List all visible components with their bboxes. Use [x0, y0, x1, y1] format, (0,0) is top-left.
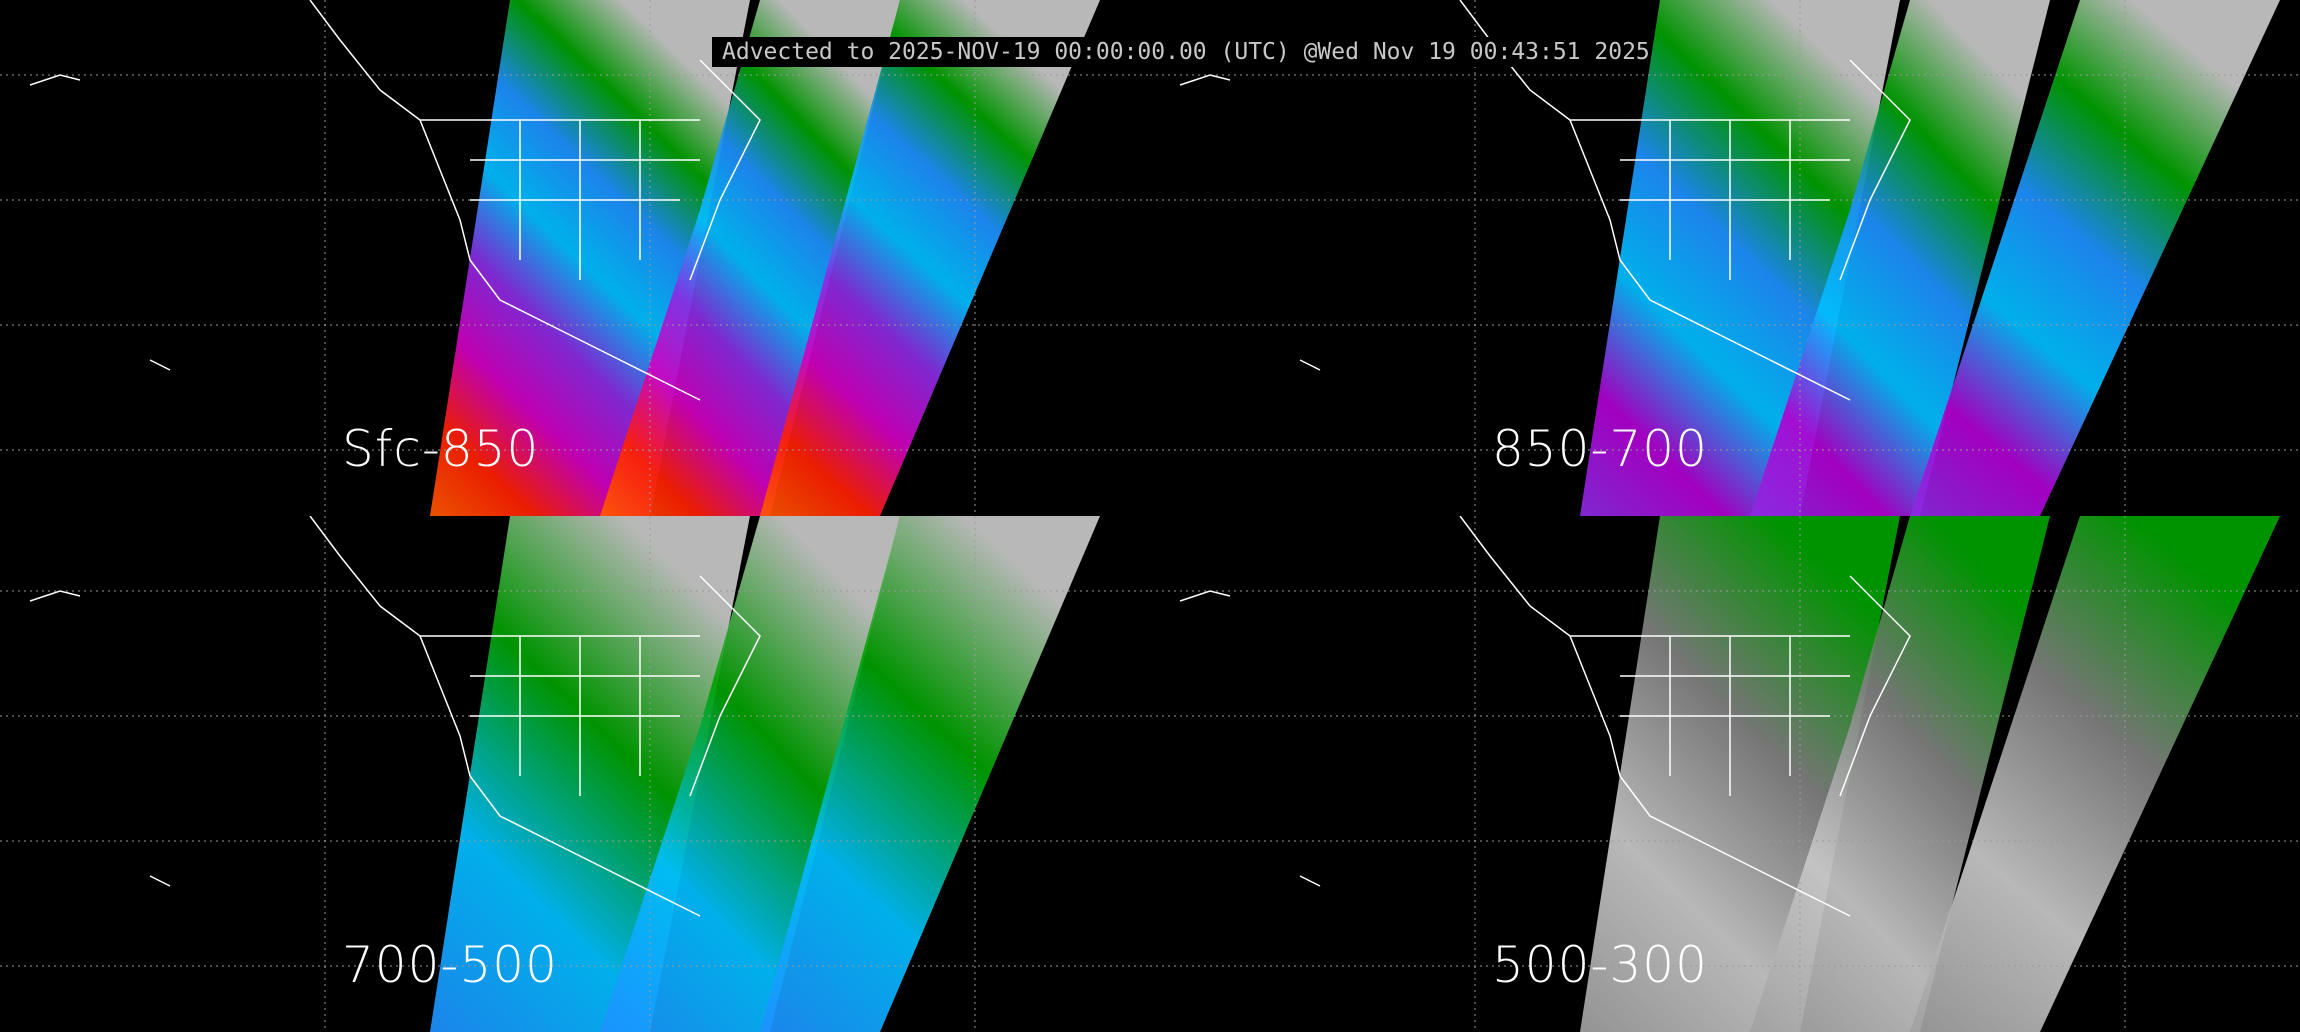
layer-label: Sfc-850 — [342, 420, 540, 478]
satellite-swath — [1910, 516, 2280, 1032]
coastline-boundaries — [1179, 516, 1911, 917]
layer-label: 850-700 — [1492, 420, 1708, 478]
coastline-boundaries — [29, 516, 761, 917]
panel-700-500: 700-500 — [0, 516, 1150, 1032]
panel-850-700: 850-700 — [1150, 0, 2300, 516]
map-850-700 — [1150, 0, 2300, 516]
timestamp-header: Advected to 2025-NOV-19 00:00:00.00 (UTC… — [712, 37, 1650, 67]
satellite-swath — [760, 0, 1100, 516]
coastline-boundaries — [29, 0, 761, 401]
layer-label: 700-500 — [342, 936, 558, 994]
layer-label: 500-300 — [1492, 936, 1708, 994]
panel-500-300: 500-300 — [1150, 516, 2300, 1032]
panel-sfc-850: Sfc-850 — [0, 0, 1150, 516]
map-500-300 — [1150, 516, 2300, 1032]
coastline-boundaries — [1179, 0, 1911, 401]
satellite-swath — [1910, 0, 2280, 516]
map-sfc-850 — [0, 0, 1150, 516]
map-700-500 — [0, 516, 1150, 1032]
satellite-swath — [760, 516, 1100, 1032]
